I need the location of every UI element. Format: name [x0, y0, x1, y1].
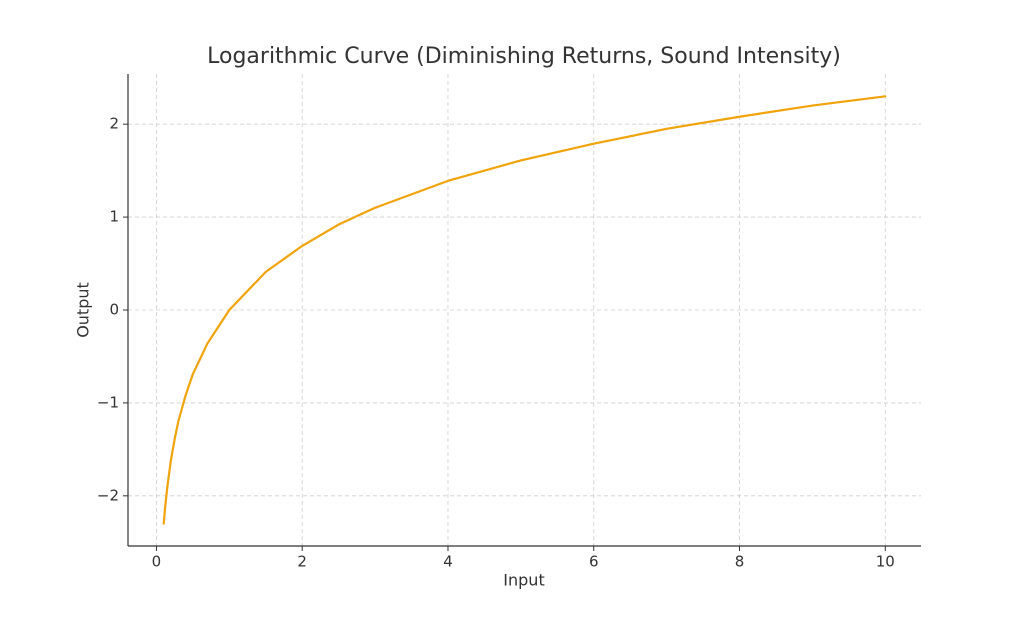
- data-line: [162, 95, 887, 525]
- y-axis-label: Output: [74, 282, 93, 338]
- x-axis-label: Input: [503, 571, 544, 590]
- y-tick-label: −1: [97, 393, 119, 411]
- x-tick-label: 10: [876, 553, 895, 571]
- x-tick-label: 8: [735, 553, 745, 571]
- y-tick-label: −2: [97, 486, 119, 504]
- y-tick-label: 0: [109, 301, 119, 319]
- x-tick-label: 2: [297, 553, 307, 571]
- chart-title: Logarithmic Curve (Diminishing Returns, …: [207, 44, 841, 69]
- plot-area: [162, 95, 887, 525]
- grid: [128, 74, 921, 546]
- x-tick-label: 4: [443, 553, 453, 571]
- x-tick-label: 6: [589, 553, 599, 571]
- y-tick-label: 2: [109, 115, 119, 133]
- y-tick-label: 1: [109, 208, 119, 226]
- x-tick-label: 0: [152, 553, 162, 571]
